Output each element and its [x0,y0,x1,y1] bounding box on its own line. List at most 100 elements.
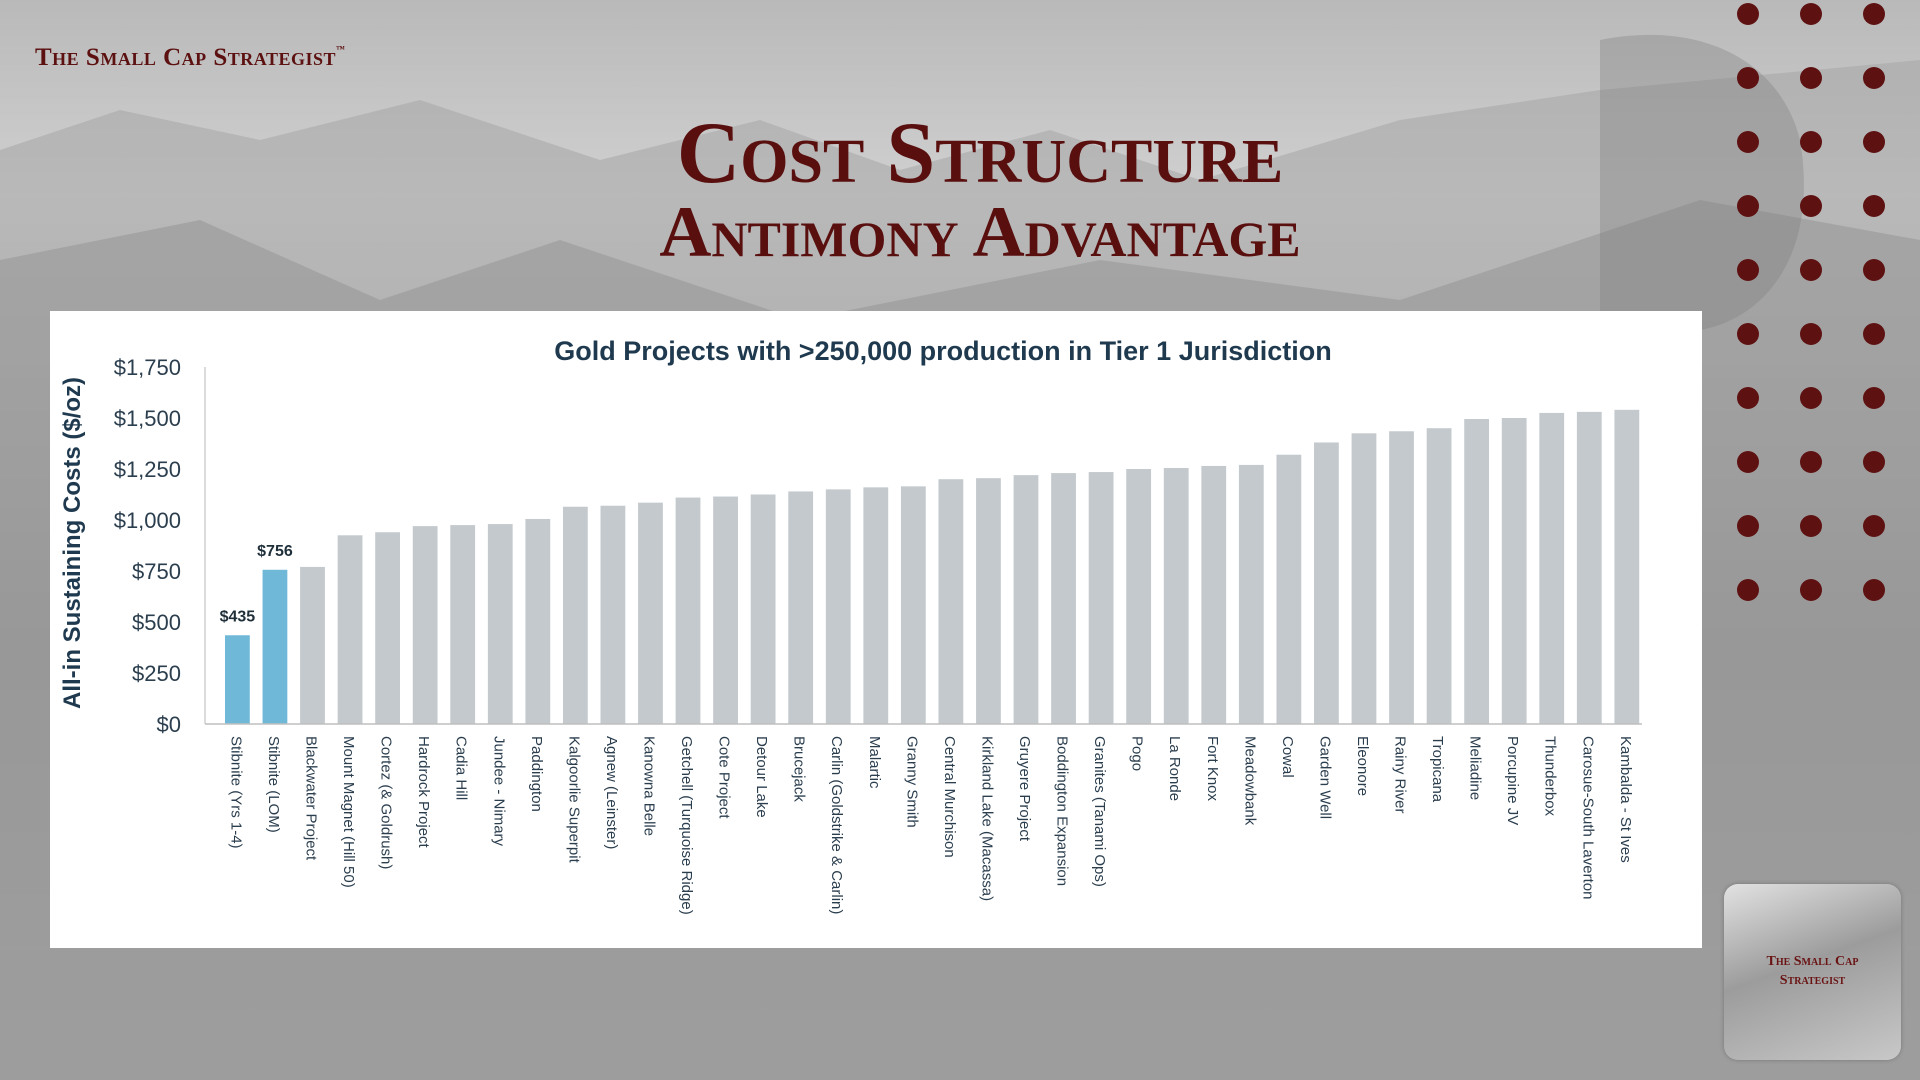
decorative-dot [1800,323,1822,345]
decorative-dot [1737,387,1759,409]
x-tick-label: La Ronde [1166,736,1183,801]
chart-title: Gold Projects with >250,000 production i… [554,336,1331,366]
bar [788,491,814,724]
bar [1351,433,1377,724]
decorative-dot [1863,387,1885,409]
bar-chart: Gold Projects with >250,000 production i… [59,336,1642,915]
logo-line-1: The Small Cap [1766,954,1859,969]
brand-wordmark: The Small Cap Strategist™ [35,44,346,72]
bar [1051,473,1076,724]
x-tick-label: Kirkland Lake (Macassa) [978,736,995,901]
x-tick-label: Kalgoorlie Superpit [565,736,582,864]
x-axis-ticks: Stibnite (Yrs 1-4) Stibnite (LOM) Blackwat… [227,736,1633,915]
bar [450,525,476,724]
x-tick-label: Eleonore [1354,736,1371,796]
bar [525,518,551,724]
x-tick-label: Kanowna Belle [640,736,657,836]
bar [1464,419,1490,724]
bar [638,502,663,724]
x-tick-label: Cote Project [716,736,733,819]
x-tick-label: Agnew (Leinster) [603,736,620,849]
y-tick-label: $1,250 [114,457,181,482]
x-tick-label: Boddington Expansion [1054,736,1071,886]
decorative-dot [1737,67,1759,89]
bar [225,635,250,724]
x-tick-label: Stibnite (LOM) [265,736,282,833]
x-tick-label: Thunderbox [1542,736,1559,817]
decorative-dot [1863,67,1885,89]
x-tick-label: Garden Well [1316,736,1333,819]
x-tick-label: Cowal [1279,736,1296,778]
x-tick-label: Meadowbank [1241,736,1258,826]
decorative-dot [1863,131,1885,153]
page-subtitle: Antimony Advantage [659,192,1301,272]
bar [863,487,889,724]
y-tick-label: $0 [157,712,181,737]
x-tick-label: Blackwater Project [302,736,319,861]
x-tick-label: Detour Lake [753,736,770,818]
decorative-dot-grid [1735,0,1915,610]
x-tick-label: Kambalda - St Ives [1617,736,1634,863]
x-tick-label: Gruyere Project [1016,736,1033,842]
bar [675,497,701,724]
logo-text: The Small Cap Strategist [1724,952,1901,990]
y-tick-label: $1,000 [114,508,181,533]
y-tick-label: $500 [132,610,181,635]
page-title: Cost Structure [676,105,1284,202]
x-tick-label: Cadia Hill [453,736,470,800]
x-tick-label: Fort Knox [1204,736,1221,802]
bar [1013,475,1039,724]
x-tick-label: Paddington [528,736,545,812]
decorative-dot [1863,323,1885,345]
bar [1539,412,1565,724]
bar [1501,418,1527,724]
x-tick-label: Malartic [866,736,883,789]
decorative-dot [1800,451,1822,473]
decorative-dot [1863,259,1885,281]
bar [262,569,288,724]
bars: $435 $756 [220,409,1640,724]
logo-line-2: Strategist [1779,973,1846,988]
trademark-symbol: ™ [336,44,346,54]
decorative-dot [1737,131,1759,153]
x-tick-label: Porcupine JV [1504,736,1521,825]
decorative-dot [1737,195,1759,217]
bar [562,506,588,724]
bar [938,479,964,724]
x-tick-label: Pogo [1129,736,1146,771]
y-tick-label: $1,500 [114,406,181,431]
decorative-dot [1863,515,1885,537]
bar [1126,469,1152,724]
x-tick-label: Mount Magnet (Hill 50) [340,736,357,888]
y-axis-label: All-in Sustaining Costs ($/oz) [59,377,86,709]
bar [1238,464,1264,724]
bar [750,494,776,724]
decorative-dot [1800,387,1822,409]
bar [412,526,438,724]
decorative-dot [1737,451,1759,473]
x-tick-label: Meliadine [1467,736,1484,800]
bar [1426,428,1452,724]
bar [1314,442,1339,724]
x-tick-label: Central Murchison [941,736,958,858]
bar [375,532,400,724]
y-tick-label: $1,750 [114,355,181,380]
bar [1163,467,1189,724]
x-tick-label: Tropicana [1429,736,1446,803]
x-tick-label: Carlin (Goldstrike & Carlin) [828,736,845,914]
bar [713,496,738,724]
decorative-dot [1737,579,1759,601]
decorative-dot [1863,195,1885,217]
x-tick-label: Carosue-South Laverton [1579,736,1596,899]
decorative-dot [1800,579,1822,601]
bar [900,486,926,724]
bar [600,505,626,724]
decorative-dot [1737,259,1759,281]
bar [976,478,1001,724]
bar [1389,431,1414,724]
data-label: $435 [220,608,256,625]
bar [1576,411,1602,724]
chart-panel: Gold Projects with >250,000 production i… [50,311,1702,948]
bar [1276,454,1302,724]
x-tick-label: Rainy River [1392,736,1409,814]
